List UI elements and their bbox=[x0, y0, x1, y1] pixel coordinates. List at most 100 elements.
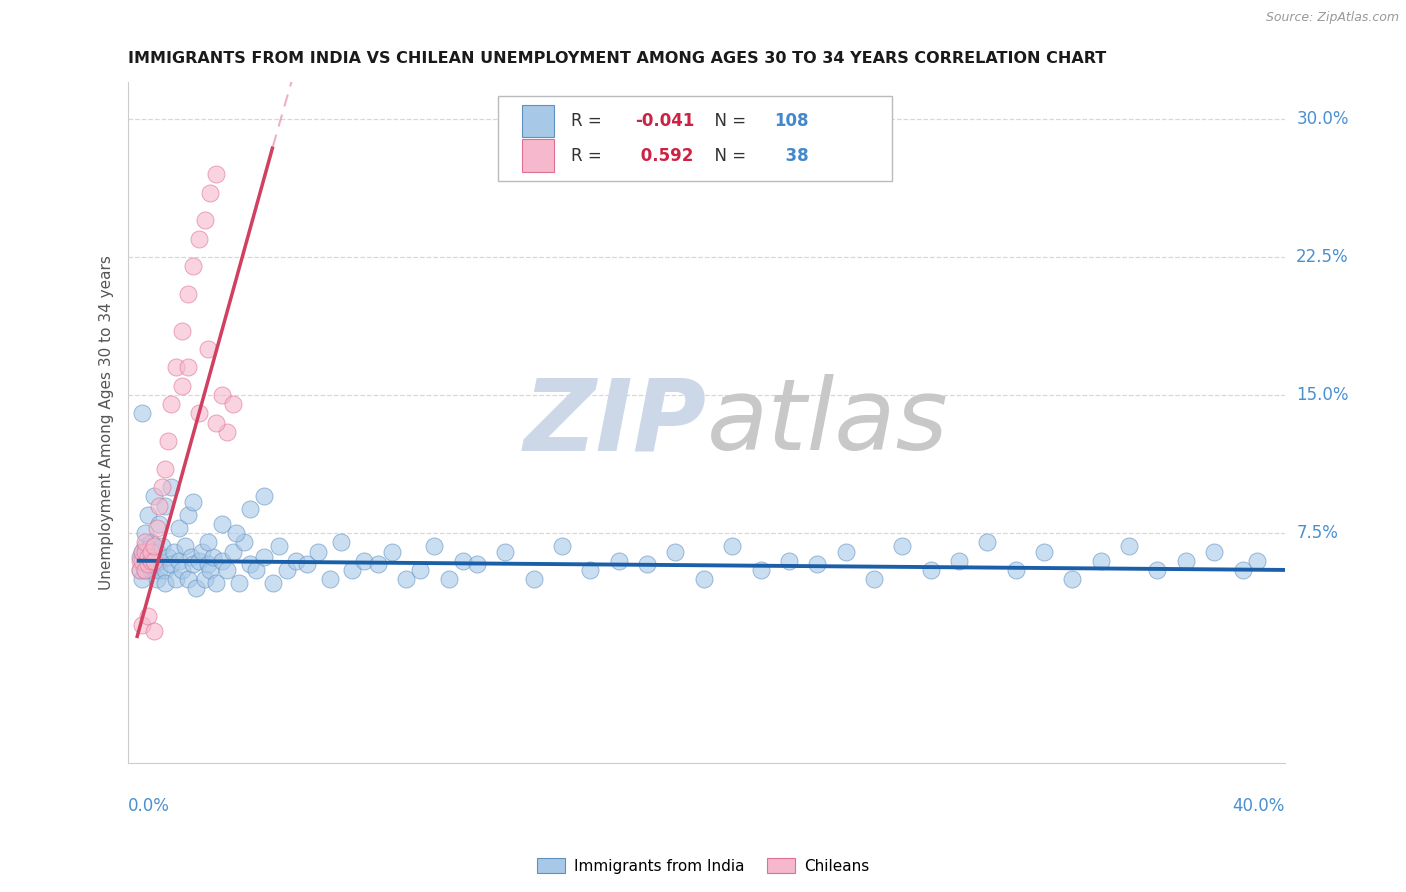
Point bbox=[194, 213, 217, 227]
Point bbox=[159, 480, 181, 494]
Point bbox=[156, 434, 179, 448]
Point bbox=[253, 489, 276, 503]
Point bbox=[148, 499, 170, 513]
Text: atlas: atlas bbox=[707, 374, 948, 471]
Point bbox=[523, 572, 546, 586]
Point bbox=[222, 397, 245, 411]
Point bbox=[134, 539, 156, 553]
Text: 15.0%: 15.0% bbox=[1296, 386, 1348, 404]
Point bbox=[205, 416, 228, 430]
Point bbox=[177, 360, 200, 375]
Point bbox=[162, 544, 184, 558]
Text: R =: R = bbox=[571, 146, 607, 164]
Point bbox=[353, 554, 375, 568]
Point bbox=[134, 554, 156, 568]
Text: 7.5%: 7.5% bbox=[1296, 524, 1339, 542]
Point bbox=[1204, 544, 1226, 558]
FancyBboxPatch shape bbox=[522, 139, 554, 172]
Point bbox=[183, 495, 205, 509]
Point bbox=[131, 544, 153, 558]
Point bbox=[253, 550, 276, 565]
Point bbox=[267, 539, 290, 553]
Point bbox=[245, 563, 267, 577]
Point bbox=[284, 554, 307, 568]
Point bbox=[153, 499, 176, 513]
Point bbox=[1232, 563, 1254, 577]
Point bbox=[202, 550, 225, 565]
Point bbox=[145, 572, 167, 586]
Point bbox=[239, 558, 262, 572]
Point bbox=[891, 539, 914, 553]
Point bbox=[139, 563, 162, 577]
Y-axis label: Unemployment Among Ages 30 to 34 years: Unemployment Among Ages 30 to 34 years bbox=[100, 255, 114, 591]
Point bbox=[200, 186, 222, 200]
FancyBboxPatch shape bbox=[499, 95, 891, 181]
Point bbox=[205, 167, 228, 181]
Text: R =: R = bbox=[571, 112, 607, 130]
Text: 108: 108 bbox=[773, 112, 808, 130]
Point bbox=[186, 582, 208, 596]
Point bbox=[145, 520, 167, 534]
Point bbox=[197, 535, 219, 549]
Point bbox=[134, 526, 156, 541]
Point bbox=[607, 554, 630, 568]
Point bbox=[222, 544, 245, 558]
Text: Source: ZipAtlas.com: Source: ZipAtlas.com bbox=[1265, 11, 1399, 24]
Point bbox=[177, 508, 200, 522]
Text: 22.5%: 22.5% bbox=[1296, 248, 1348, 266]
Point bbox=[172, 379, 194, 393]
Point bbox=[134, 544, 156, 558]
Point bbox=[150, 539, 173, 553]
Point bbox=[194, 572, 217, 586]
Point bbox=[142, 554, 165, 568]
Point bbox=[749, 563, 772, 577]
Point bbox=[217, 563, 239, 577]
Point bbox=[551, 539, 574, 553]
Point bbox=[1090, 554, 1112, 568]
Point bbox=[172, 324, 194, 338]
Point bbox=[451, 554, 474, 568]
Point bbox=[806, 558, 828, 572]
Point bbox=[150, 480, 173, 494]
Text: N =: N = bbox=[704, 146, 752, 164]
Point bbox=[153, 575, 176, 590]
Point bbox=[211, 554, 233, 568]
Point bbox=[142, 624, 165, 638]
Point bbox=[188, 554, 211, 568]
Point bbox=[262, 575, 284, 590]
Point bbox=[1062, 572, 1084, 586]
Point bbox=[136, 544, 159, 558]
Point bbox=[136, 609, 159, 624]
Point bbox=[191, 544, 214, 558]
Text: ZIP: ZIP bbox=[523, 374, 707, 471]
Text: -0.041: -0.041 bbox=[636, 112, 695, 130]
Point bbox=[159, 397, 181, 411]
Point bbox=[228, 575, 250, 590]
Point bbox=[183, 558, 205, 572]
Point bbox=[148, 554, 170, 568]
Point bbox=[188, 407, 211, 421]
Point bbox=[636, 558, 658, 572]
Point bbox=[1174, 554, 1197, 568]
Point bbox=[465, 558, 488, 572]
Point bbox=[174, 539, 197, 553]
Point bbox=[948, 554, 970, 568]
Point bbox=[233, 535, 256, 549]
Point bbox=[148, 516, 170, 531]
Point bbox=[834, 544, 856, 558]
Point bbox=[381, 544, 404, 558]
Point bbox=[136, 508, 159, 522]
Point bbox=[367, 558, 389, 572]
Point bbox=[131, 554, 153, 568]
Point bbox=[217, 425, 239, 439]
Point bbox=[276, 563, 298, 577]
Point bbox=[136, 558, 159, 572]
Point bbox=[142, 558, 165, 572]
Point bbox=[197, 558, 219, 572]
Point bbox=[128, 563, 150, 577]
Point bbox=[329, 535, 352, 549]
Point bbox=[142, 489, 165, 503]
Point bbox=[131, 544, 153, 558]
FancyBboxPatch shape bbox=[522, 104, 554, 137]
Point bbox=[239, 502, 262, 516]
